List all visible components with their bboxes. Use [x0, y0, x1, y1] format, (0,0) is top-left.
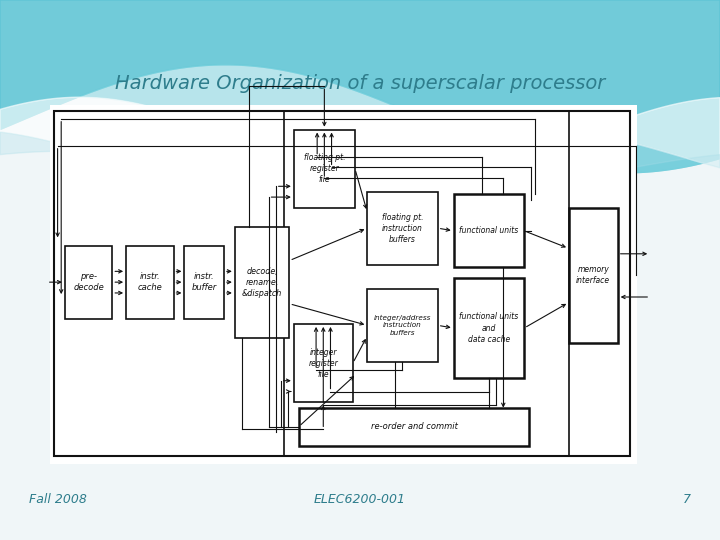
Text: re-order and commit: re-order and commit	[371, 422, 457, 431]
Text: memory
interface: memory interface	[576, 265, 611, 286]
Text: Hardware Organization of a superscalar processor: Hardware Organization of a superscalar p…	[115, 74, 605, 93]
Text: 7: 7	[683, 493, 691, 506]
Bar	[299, 408, 529, 445]
Text: floating pt.
register
file: floating pt. register file	[304, 153, 345, 184]
Bar	[65, 246, 112, 319]
Text: functional units: functional units	[459, 226, 518, 235]
Text: functional units
and
data cache: functional units and data cache	[459, 313, 518, 343]
Text: instr.
buffer: instr. buffer	[192, 272, 217, 292]
Bar	[367, 289, 438, 362]
Bar	[126, 246, 174, 319]
Bar	[235, 227, 289, 338]
Text: pre-
decode: pre- decode	[73, 272, 104, 292]
Bar	[184, 246, 224, 319]
Bar	[50, 105, 637, 464]
Bar	[454, 278, 524, 378]
Text: integer
register
file: integer register file	[308, 348, 338, 379]
Bar	[367, 192, 438, 265]
Bar	[54, 111, 630, 456]
Text: instr.
cache: instr. cache	[138, 272, 162, 292]
Text: ELEC6200-001: ELEC6200-001	[314, 493, 406, 506]
Bar	[294, 324, 353, 402]
Text: integer/address
instruction
buffers: integer/address instruction buffers	[374, 315, 431, 336]
Bar	[454, 194, 524, 267]
Text: Fall 2008: Fall 2008	[29, 493, 86, 506]
Bar	[284, 111, 569, 456]
Bar	[294, 130, 355, 208]
Text: floating pt.
instruction
buffers: floating pt. instruction buffers	[382, 213, 423, 244]
Text: decode,
rename,
&dispatch: decode, rename, &dispatch	[242, 267, 282, 298]
Bar	[569, 208, 618, 343]
